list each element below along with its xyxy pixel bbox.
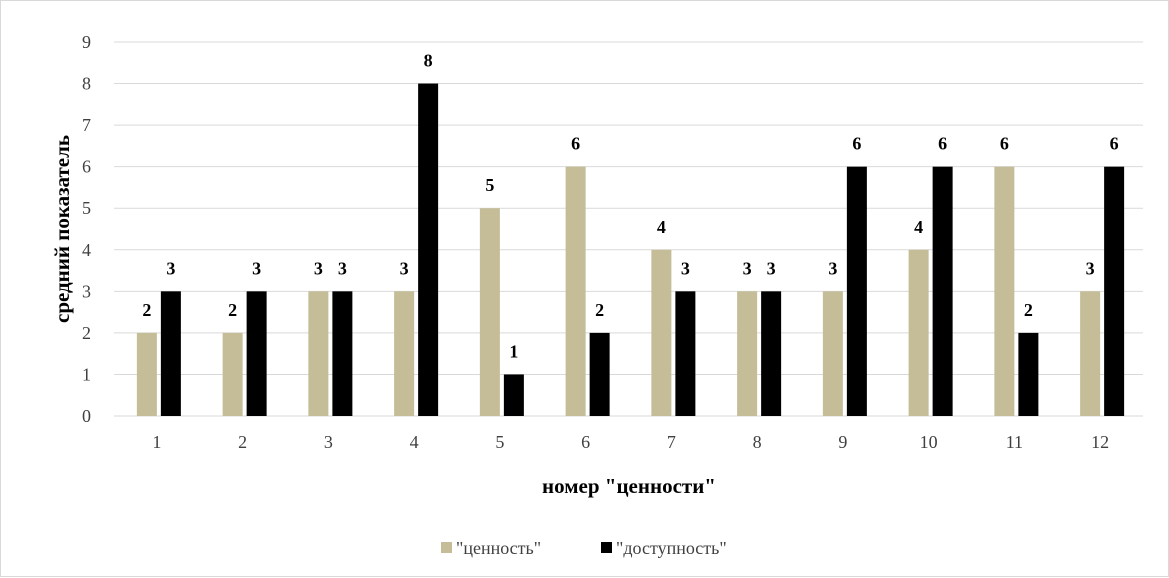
bar-series1-cat1 [160, 291, 181, 416]
legend-label-value: "ценность" [456, 538, 541, 558]
data-label: 2 [142, 300, 151, 320]
legend-label-availability: "доступность" [616, 538, 727, 558]
bar-series0-cat12 [1080, 291, 1101, 416]
data-label: 3 [252, 258, 261, 278]
x-axis-title: номер "ценности" [542, 474, 716, 498]
bar-series1-cat11 [1018, 332, 1039, 416]
bar-series0-cat9 [822, 291, 843, 416]
gridlines [114, 41, 1143, 417]
x-tick-label: 10 [920, 432, 938, 452]
data-label: 3 [828, 258, 837, 278]
data-label: 3 [767, 258, 776, 278]
data-label: 3 [166, 258, 175, 278]
bar-series0-cat11 [994, 166, 1015, 416]
bar-series0-cat3 [308, 291, 329, 416]
bar-series1-cat12 [1104, 166, 1125, 416]
y-tick-label: 7 [82, 115, 91, 135]
x-tick-label: 8 [753, 432, 762, 452]
data-label: 3 [314, 258, 323, 278]
legend-swatch-value [441, 542, 452, 553]
data-label: 3 [400, 258, 409, 278]
bar-series1-cat10 [932, 166, 953, 416]
data-label: 3 [681, 258, 690, 278]
data-label: 3 [743, 258, 752, 278]
bar-series1-cat8 [761, 291, 782, 416]
y-axis-title: средний показатель [50, 135, 74, 323]
y-tick-label: 5 [82, 198, 91, 218]
data-label: 1 [509, 341, 518, 361]
bar-series0-cat4 [394, 291, 415, 416]
data-label: 3 [1086, 258, 1095, 278]
y-tick-label: 3 [82, 281, 91, 301]
bar-series0-cat5 [479, 208, 500, 416]
y-tick-label: 0 [82, 406, 91, 426]
bar-series1-cat9 [846, 166, 867, 416]
y-tick-label: 6 [82, 157, 91, 177]
y-tick-labels: 0 1 2 3 4 5 6 7 8 9 [82, 32, 91, 426]
x-tick-label: 3 [324, 432, 333, 452]
x-tick-label: 1 [152, 432, 161, 452]
x-tick-label: 12 [1091, 432, 1109, 452]
y-tick-label: 1 [82, 364, 91, 384]
data-label: 2 [1024, 300, 1033, 320]
data-label: 6 [852, 134, 861, 154]
x-tick-label: 2 [238, 432, 247, 452]
data-label: 8 [424, 51, 433, 71]
bar-series1-cat5 [503, 374, 524, 416]
y-tick-label: 2 [82, 323, 91, 343]
bar-series0-cat8 [737, 291, 758, 416]
bar-series1-cat6 [589, 332, 610, 416]
x-tick-label: 9 [838, 432, 847, 452]
data-label: 4 [657, 217, 666, 237]
x-tick-label: 4 [410, 432, 419, 452]
bar-series0-cat7 [651, 249, 672, 416]
bar-series0-cat10 [908, 249, 929, 416]
bar-series1-cat7 [675, 291, 696, 416]
y-tick-label: 8 [82, 74, 91, 94]
bar-series1-cat3 [332, 291, 353, 416]
y-tick-label: 4 [82, 240, 91, 260]
data-label: 2 [595, 300, 604, 320]
y-tick-label: 9 [82, 32, 91, 52]
x-tick-labels: 1 2 3 4 5 6 7 8 9 10 11 12 [152, 432, 1109, 452]
legend-swatch-availability [601, 542, 612, 553]
x-tick-label: 6 [581, 432, 590, 452]
data-label: 6 [938, 134, 947, 154]
x-tick-label: 5 [495, 432, 504, 452]
x-tick-label: 11 [1006, 432, 1023, 452]
data-label: 6 [1110, 134, 1119, 154]
data-label: 2 [228, 300, 237, 320]
bar-series1-cat2 [246, 291, 267, 416]
x-tick-label: 7 [667, 432, 676, 452]
bar-series0-cat2 [222, 332, 243, 416]
bars [136, 83, 1125, 417]
data-label: 6 [571, 134, 580, 154]
bar-series1-cat4 [418, 83, 439, 417]
data-label: 6 [1000, 134, 1009, 154]
data-label: 5 [485, 175, 494, 195]
data-label: 4 [914, 217, 923, 237]
data-label: 3 [338, 258, 347, 278]
legend: "ценность" "доступность" [441, 538, 727, 558]
bar-series0-cat1 [136, 332, 157, 416]
bar-series0-cat6 [565, 166, 586, 416]
